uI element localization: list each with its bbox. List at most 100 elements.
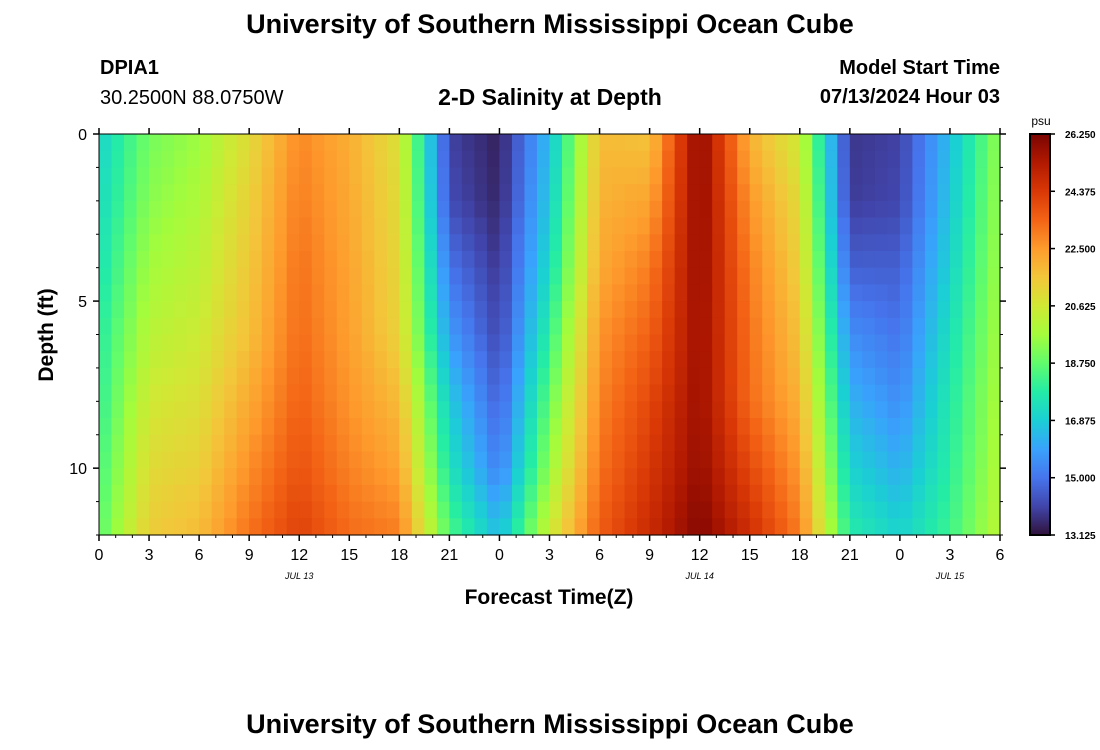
heatmap-cell bbox=[824, 234, 838, 252]
heatmap-cell bbox=[174, 468, 188, 486]
heatmap-cell bbox=[224, 301, 238, 319]
heatmap-cell bbox=[199, 434, 213, 453]
heatmap-cell bbox=[499, 250, 513, 269]
heatmap-cell bbox=[174, 484, 188, 503]
heatmap-cell bbox=[499, 284, 513, 302]
heatmap-cell bbox=[361, 384, 375, 402]
heatmap-cell bbox=[774, 418, 788, 436]
heatmap-cell bbox=[699, 200, 713, 219]
heatmap-cell bbox=[199, 217, 213, 235]
heatmap-cell bbox=[299, 418, 313, 436]
heatmap-cell bbox=[837, 134, 851, 152]
heatmap-cell bbox=[749, 267, 763, 285]
heatmap-cell bbox=[149, 451, 163, 469]
heatmap-cell bbox=[399, 150, 413, 169]
heatmap-cell bbox=[436, 200, 450, 219]
heatmap-cell bbox=[211, 200, 225, 219]
heatmap-cell bbox=[812, 367, 826, 386]
heatmap-cell bbox=[824, 134, 838, 152]
heatmap-cell bbox=[324, 384, 338, 402]
heatmap-cell bbox=[174, 451, 188, 469]
heatmap-cell bbox=[924, 267, 939, 285]
heatmap-cell bbox=[687, 250, 701, 269]
heatmap-cell bbox=[324, 267, 338, 285]
heatmap-cell bbox=[874, 401, 888, 419]
heatmap-cell bbox=[386, 518, 400, 536]
heatmap-cell bbox=[486, 484, 501, 503]
heatmap-cell bbox=[624, 468, 638, 486]
heatmap-cell bbox=[211, 418, 225, 436]
heatmap-cell bbox=[361, 234, 375, 252]
heatmap-cell bbox=[887, 518, 901, 536]
heatmap-cell bbox=[637, 334, 651, 352]
heatmap-cell bbox=[837, 518, 851, 536]
heatmap-cell bbox=[274, 468, 288, 486]
heatmap-cell bbox=[311, 284, 325, 302]
heatmap-cell bbox=[411, 418, 425, 436]
heatmap-cell bbox=[111, 451, 125, 469]
heatmap-cell bbox=[912, 367, 926, 386]
heatmap-cell bbox=[874, 184, 888, 202]
heatmap-cell bbox=[587, 284, 601, 302]
heatmap-cell bbox=[174, 501, 188, 519]
heatmap-cell bbox=[274, 367, 288, 386]
heatmap-cell bbox=[637, 234, 651, 252]
heatmap-cell bbox=[161, 434, 175, 453]
heatmap-cell bbox=[699, 367, 713, 386]
heatmap-cell bbox=[349, 217, 363, 235]
heatmap-cell bbox=[724, 134, 738, 152]
heatmap-cell bbox=[336, 501, 350, 519]
heatmap-cell bbox=[449, 217, 463, 235]
heatmap-cell bbox=[699, 518, 713, 536]
heatmap-cell bbox=[762, 167, 776, 185]
heatmap-cell bbox=[511, 367, 526, 386]
heatmap-cell bbox=[349, 418, 363, 436]
heatmap-cell bbox=[974, 200, 989, 219]
heatmap-cell bbox=[949, 367, 964, 386]
heatmap-cell bbox=[174, 267, 188, 285]
x-tick-label: 9 bbox=[245, 547, 254, 564]
heatmap-cell bbox=[949, 518, 964, 536]
heatmap-cell bbox=[962, 134, 976, 152]
heatmap-cell bbox=[599, 284, 613, 302]
heatmap-cell bbox=[662, 384, 676, 402]
heatmap-cell bbox=[837, 284, 851, 302]
x-tick-label: 18 bbox=[791, 547, 809, 564]
heatmap-cell bbox=[486, 401, 501, 419]
heatmap-cell bbox=[324, 468, 338, 486]
heatmap-cell bbox=[211, 468, 225, 486]
heatmap-cell bbox=[737, 484, 751, 503]
heatmap-cell bbox=[324, 167, 338, 185]
heatmap-cell bbox=[424, 167, 438, 185]
heatmap-cell bbox=[511, 217, 526, 235]
heatmap-cell bbox=[787, 167, 801, 185]
heatmap-cell bbox=[111, 184, 125, 202]
heatmap-cell bbox=[837, 317, 851, 336]
heatmap-cell bbox=[99, 501, 113, 519]
heatmap-cell bbox=[499, 184, 513, 202]
heatmap-cell bbox=[111, 234, 125, 252]
heatmap-cell bbox=[624, 484, 638, 503]
heatmap-cell bbox=[274, 200, 288, 219]
heatmap-cell bbox=[536, 384, 551, 402]
heatmap-cell bbox=[324, 367, 338, 386]
heatmap-cell bbox=[524, 484, 538, 503]
heatmap-cell bbox=[987, 317, 1001, 336]
heatmap-cell bbox=[99, 317, 113, 336]
heatmap-cell bbox=[724, 317, 738, 336]
heatmap-cell bbox=[712, 418, 726, 436]
heatmap-cell bbox=[837, 367, 851, 386]
heatmap-cell bbox=[149, 317, 163, 336]
heatmap-cell bbox=[574, 367, 588, 386]
heatmap-cell bbox=[787, 351, 801, 369]
x-tick-label: 18 bbox=[390, 547, 408, 564]
heatmap-cell bbox=[211, 384, 225, 402]
heatmap-cell bbox=[286, 334, 300, 352]
heatmap-cell bbox=[912, 167, 926, 185]
heatmap-cell bbox=[299, 351, 313, 369]
heatmap-cell bbox=[299, 434, 313, 453]
heatmap-cell bbox=[637, 451, 651, 469]
heatmap-cell bbox=[374, 150, 388, 169]
heatmap-cell bbox=[536, 501, 551, 519]
heatmap-cell bbox=[186, 518, 200, 536]
